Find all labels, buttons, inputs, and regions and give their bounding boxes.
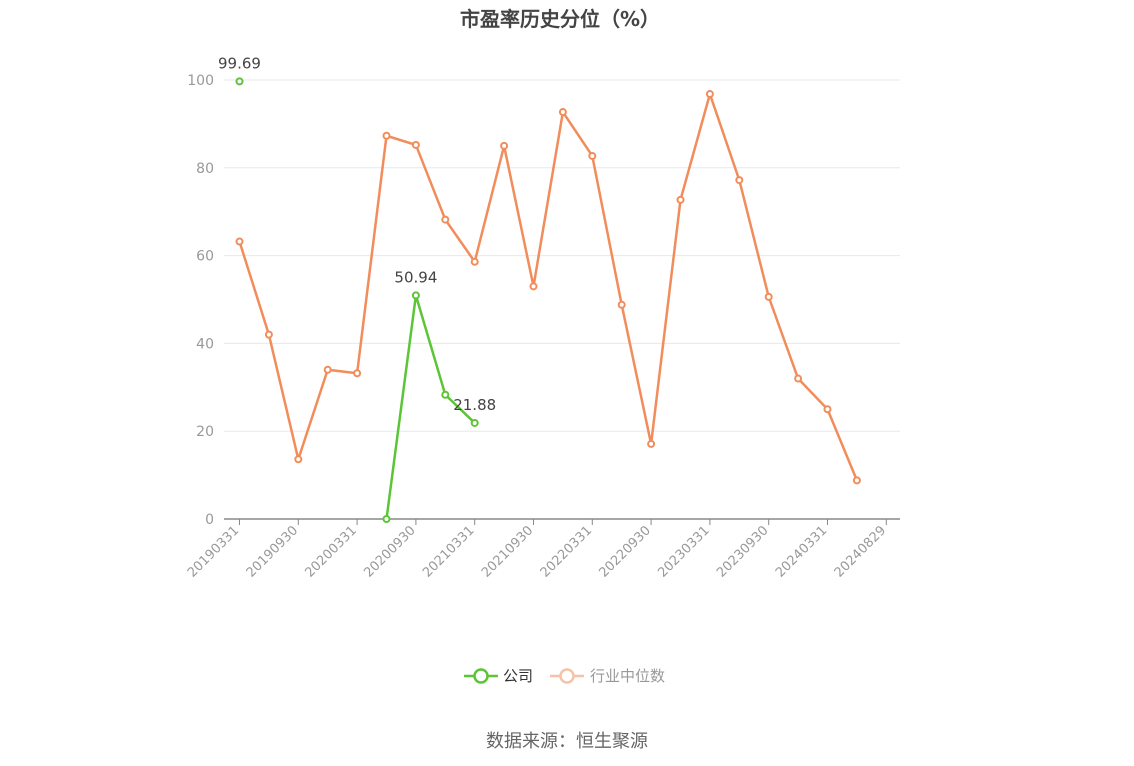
x-tick-label: 20190930 xyxy=(244,523,301,580)
grid xyxy=(224,79,900,432)
data-point[interactable] xyxy=(617,300,626,309)
y-tick-label: 0 xyxy=(205,512,214,528)
legend-label-company: 公司 xyxy=(503,667,533,685)
data-point[interactable] xyxy=(323,365,332,374)
x-tick-label: 20210930 xyxy=(479,523,536,580)
legend-label-industry-median: 行业中位数 xyxy=(590,667,665,685)
data-point[interactable] xyxy=(735,176,744,185)
x-tick-label: 20190331 xyxy=(185,523,242,580)
data-point[interactable] xyxy=(647,439,656,448)
data-point[interactable] xyxy=(411,140,420,149)
x-tick-label: 20200331 xyxy=(303,523,360,580)
series-layer: 99.69 50.94 21.88 xyxy=(218,54,861,523)
data-point[interactable] xyxy=(264,330,273,339)
legend-item-industry-median[interactable]: 行业中位数 xyxy=(550,667,665,685)
data-point[interactable] xyxy=(294,455,303,464)
data-point[interactable] xyxy=(353,369,362,378)
x-tick-label: 20230930 xyxy=(714,523,771,580)
data-source: 数据来源：恒生聚源 xyxy=(486,731,648,752)
x-tick-label: 20220930 xyxy=(597,523,654,580)
data-point[interactable] xyxy=(382,131,391,140)
data-point[interactable] xyxy=(588,151,597,160)
data-point[interactable] xyxy=(441,390,450,399)
series-line xyxy=(385,294,476,520)
y-tick-label: 20 xyxy=(196,424,214,440)
x-tick-label: 20240829 xyxy=(832,523,889,580)
x-tick-label: 20200930 xyxy=(361,523,418,580)
data-point[interactable] xyxy=(235,77,244,86)
data-point[interactable] xyxy=(441,215,450,224)
data-label: 99.69 xyxy=(218,54,261,72)
legend-item-company[interactable]: 公司 xyxy=(464,667,533,685)
data-point[interactable] xyxy=(823,405,832,414)
y-tick-label: 80 xyxy=(196,161,214,177)
data-label: 21.88 xyxy=(453,396,496,414)
data-label: 50.94 xyxy=(394,268,437,286)
y-axis: 0 20 40 60 80 100 xyxy=(187,73,214,528)
chart-title: 市盈率历史分位（%） xyxy=(460,7,660,31)
series-industry-median xyxy=(235,90,861,485)
data-point[interactable] xyxy=(470,418,479,427)
series-company: 99.69 50.94 21.88 xyxy=(218,54,496,523)
legend: 公司 行业中位数 xyxy=(464,667,665,685)
data-point[interactable] xyxy=(558,108,567,117)
data-point[interactable] xyxy=(500,141,509,150)
data-point[interactable] xyxy=(676,195,685,204)
data-point[interactable] xyxy=(852,476,861,485)
data-point[interactable] xyxy=(705,90,714,99)
y-tick-label: 60 xyxy=(196,249,214,265)
x-tick-label: 20210331 xyxy=(420,523,477,580)
data-point[interactable] xyxy=(470,257,479,266)
data-point[interactable] xyxy=(529,282,538,291)
x-tick-label: 20240331 xyxy=(773,523,830,580)
x-axis: 20190331 20190930 20200331 20200930 20210331… xyxy=(185,518,900,581)
x-tick-label: 20230331 xyxy=(655,523,712,580)
data-point[interactable] xyxy=(411,291,420,300)
y-tick-label: 100 xyxy=(187,73,214,89)
y-tick-label: 40 xyxy=(196,336,214,352)
data-point[interactable] xyxy=(382,515,391,523)
data-point[interactable] xyxy=(794,374,803,383)
data-point[interactable] xyxy=(764,292,773,301)
series-line xyxy=(238,92,859,481)
x-tick-label: 20220331 xyxy=(538,523,595,580)
data-point[interactable] xyxy=(235,237,244,246)
